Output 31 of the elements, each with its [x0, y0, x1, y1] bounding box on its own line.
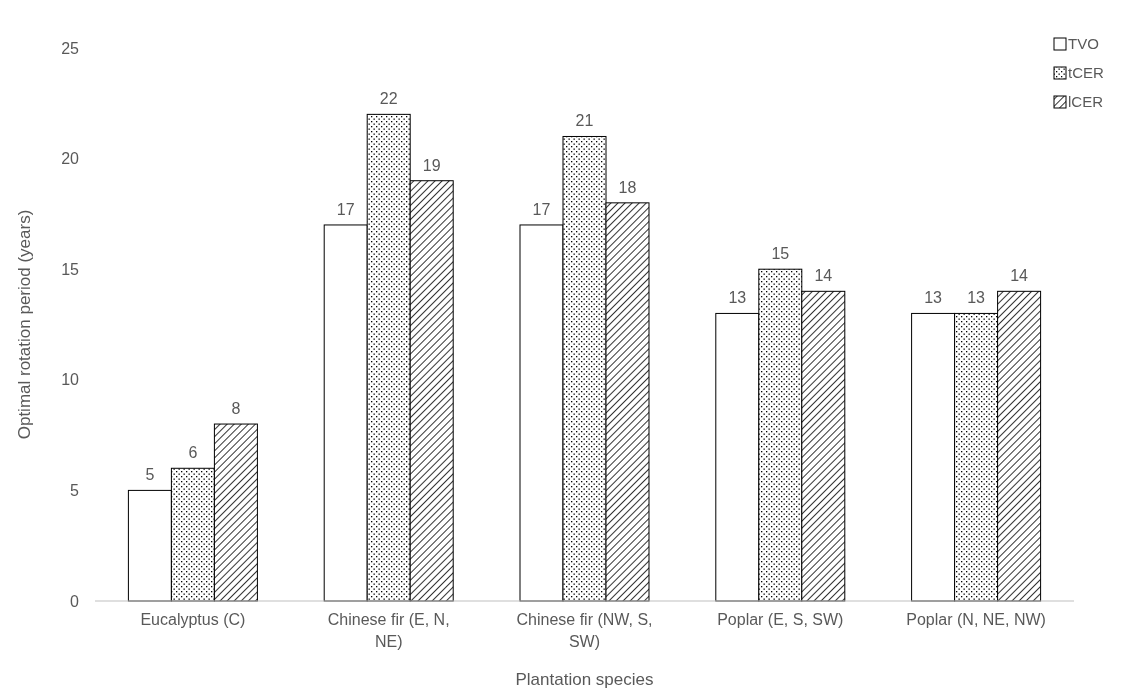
y-tick-label: 0 — [70, 592, 80, 610]
x-tick-label: Poplar (E, S, SW) — [717, 611, 844, 628]
x-tick-label: Chinese fir (NW, S, SW) — [516, 611, 653, 650]
legend-label: TVO — [1068, 35, 1099, 53]
x-tick-label: Eucalyptus (C) — [140, 611, 246, 628]
data-label: 18 — [618, 178, 637, 196]
data-label: 22 — [379, 90, 398, 108]
data-label: 8 — [231, 400, 241, 418]
data-label: 13 — [967, 289, 986, 307]
x-axis-title: Plantation species — [515, 670, 654, 689]
legend-label: tCER — [1068, 64, 1104, 82]
data-label: 14 — [814, 267, 833, 285]
data-label: 21 — [575, 112, 594, 130]
data-label: 17 — [532, 200, 551, 218]
data-label: 19 — [422, 156, 441, 174]
y-axis-title: Optimal rotation period (years) — [15, 209, 34, 440]
data-label: 13 — [924, 289, 943, 307]
y-tick-label: 25 — [61, 39, 80, 57]
y-tick-label: 15 — [61, 260, 80, 278]
data-label: 17 — [336, 200, 355, 218]
data-label: 6 — [188, 444, 198, 462]
y-tick-label: 5 — [70, 482, 80, 499]
data-label: 14 — [1010, 267, 1029, 285]
y-tick-label: 10 — [61, 371, 80, 389]
x-tick-label: Chinese fir (E, N, NE) — [327, 611, 450, 650]
data-label: 13 — [728, 289, 747, 307]
data-label: 5 — [145, 466, 155, 484]
x-tick-label: Poplar (N, NE, NW) — [906, 611, 1046, 628]
y-tick-label: 20 — [61, 150, 80, 168]
data-label: 15 — [771, 245, 790, 263]
legend-label: lCER — [1068, 93, 1104, 111]
